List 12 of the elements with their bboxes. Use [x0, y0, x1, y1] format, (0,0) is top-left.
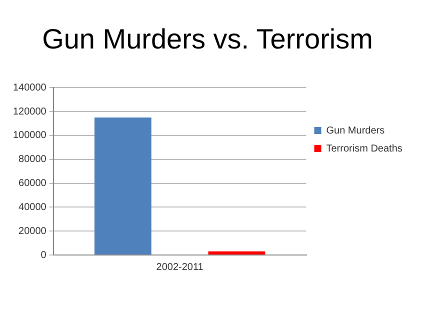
- y-tick-label: 140000: [12, 82, 47, 94]
- y-tick-label: 0: [40, 250, 47, 261]
- chart-title: Gun Murders vs. Terrorism: [42, 24, 373, 55]
- x-tick-label: 2002-2011: [156, 262, 204, 273]
- y-tick-label: 40000: [18, 202, 47, 213]
- y-tick-label: 100000: [12, 130, 47, 142]
- legend-label: Gun Murders: [326, 125, 385, 136]
- y-tick-label: 80000: [18, 154, 47, 166]
- legend-label: Terrorism Deaths: [326, 143, 402, 154]
- y-tick-label: 120000: [12, 106, 47, 118]
- y-tick-label: 60000: [18, 178, 47, 190]
- y-tick-label: 20000: [18, 226, 47, 237]
